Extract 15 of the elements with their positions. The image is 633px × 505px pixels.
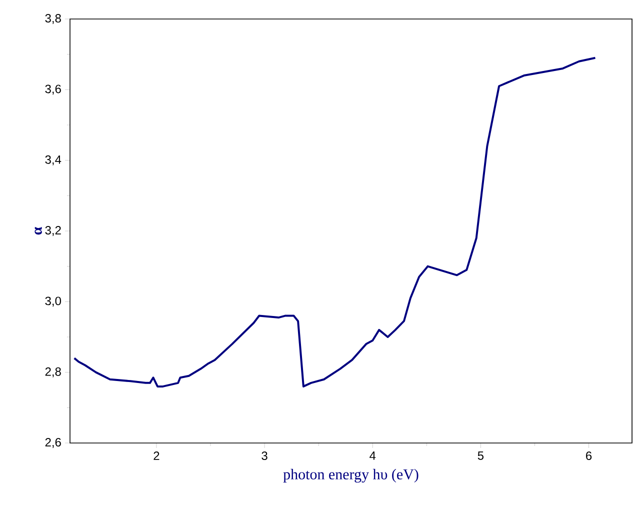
x-tick-label: 3 [262,452,268,460]
line-series [73,56,596,388]
y-tick-label: 3,4 [45,155,62,166]
y-tick-label: 2,6 [45,438,61,448]
x-tick-label: 2 [154,452,160,460]
y-tick-label: 3,6 [45,84,61,95]
x-tick-label: 6 [586,452,592,460]
y-tick-label: 2,8 [45,367,61,378]
x-tick-label: 4 [370,452,376,460]
y-axis-title: α [34,226,42,235]
y-tick-label: 3,8 [45,14,61,24]
x-tick-label: 5 [478,452,484,460]
x-axis-title: photon energy hυ (eV) [283,468,418,483]
y-tick-label: 3,0 [45,296,62,307]
y-tick-label: 3,2 [45,226,61,236]
